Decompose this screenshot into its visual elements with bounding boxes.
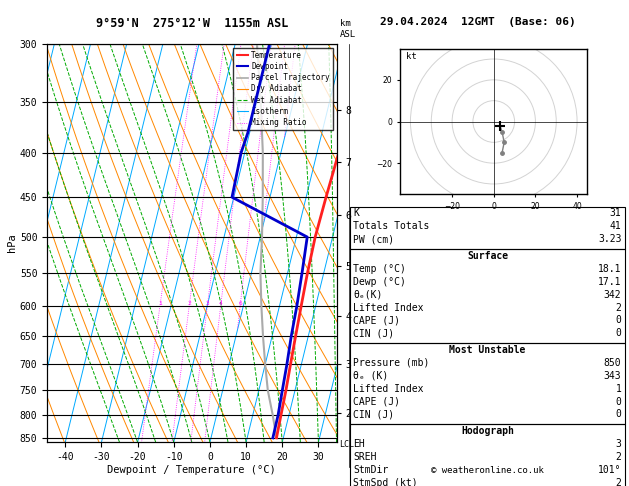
- Text: kt: kt: [406, 52, 417, 61]
- Text: 1: 1: [158, 301, 162, 306]
- Text: CAPE (J): CAPE (J): [353, 397, 401, 407]
- Text: 0: 0: [616, 409, 621, 419]
- Text: PW (cm): PW (cm): [353, 234, 394, 244]
- Text: θₑ(K): θₑ(K): [353, 290, 383, 300]
- Text: 3.23: 3.23: [598, 234, 621, 244]
- Text: 2: 2: [616, 452, 621, 462]
- Text: © weatheronline.co.uk: © weatheronline.co.uk: [431, 466, 544, 475]
- Text: θₑ (K): θₑ (K): [353, 371, 389, 381]
- Text: Surface: Surface: [467, 251, 508, 261]
- Text: Most Unstable: Most Unstable: [449, 345, 526, 355]
- Text: CIN (J): CIN (J): [353, 409, 394, 419]
- Text: Hodograph: Hodograph: [461, 426, 514, 436]
- Text: Lifted Index: Lifted Index: [353, 384, 424, 394]
- Text: 9°59'N  275°12'W  1155m ASL: 9°59'N 275°12'W 1155m ASL: [96, 17, 288, 30]
- Text: Pressure (mb): Pressure (mb): [353, 358, 430, 368]
- Text: 41: 41: [610, 222, 621, 231]
- Text: 3: 3: [616, 439, 621, 449]
- Text: 2: 2: [616, 478, 621, 486]
- Text: 3: 3: [206, 301, 209, 306]
- X-axis label: Dewpoint / Temperature (°C): Dewpoint / Temperature (°C): [108, 465, 276, 475]
- Text: 29.04.2024  12GMT  (Base: 06): 29.04.2024 12GMT (Base: 06): [380, 17, 576, 27]
- Text: SREH: SREH: [353, 452, 377, 462]
- Text: 2: 2: [616, 303, 621, 312]
- Text: CIN (J): CIN (J): [353, 329, 394, 338]
- Text: EH: EH: [353, 439, 365, 449]
- Text: Temp (°C): Temp (°C): [353, 264, 406, 274]
- Text: 4: 4: [219, 301, 223, 306]
- Text: Lifted Index: Lifted Index: [353, 303, 424, 312]
- Text: 342: 342: [604, 290, 621, 300]
- Text: LCL: LCL: [340, 440, 354, 449]
- Text: 2: 2: [187, 301, 191, 306]
- Text: 17.1: 17.1: [598, 277, 621, 287]
- Text: 101°: 101°: [598, 465, 621, 475]
- Text: km
ASL: km ASL: [340, 19, 356, 39]
- Text: 850: 850: [604, 358, 621, 368]
- Text: 31: 31: [610, 208, 621, 219]
- Text: 0: 0: [616, 315, 621, 326]
- Text: 343: 343: [604, 371, 621, 381]
- Text: 1: 1: [616, 384, 621, 394]
- Text: StmDir: StmDir: [353, 465, 389, 475]
- Text: 18.1: 18.1: [598, 264, 621, 274]
- Text: K: K: [353, 208, 359, 219]
- Text: 0: 0: [616, 397, 621, 407]
- Text: Dewp (°C): Dewp (°C): [353, 277, 406, 287]
- Y-axis label: hPa: hPa: [7, 234, 17, 252]
- Text: Totals Totals: Totals Totals: [353, 222, 430, 231]
- Text: CAPE (J): CAPE (J): [353, 315, 401, 326]
- Text: 0: 0: [616, 329, 621, 338]
- Text: StmSpd (kt): StmSpd (kt): [353, 478, 418, 486]
- Legend: Temperature, Dewpoint, Parcel Trajectory, Dry Adiabat, Wet Adiabat, Isotherm, Mi: Temperature, Dewpoint, Parcel Trajectory…: [233, 48, 333, 130]
- Text: 6: 6: [238, 301, 242, 306]
